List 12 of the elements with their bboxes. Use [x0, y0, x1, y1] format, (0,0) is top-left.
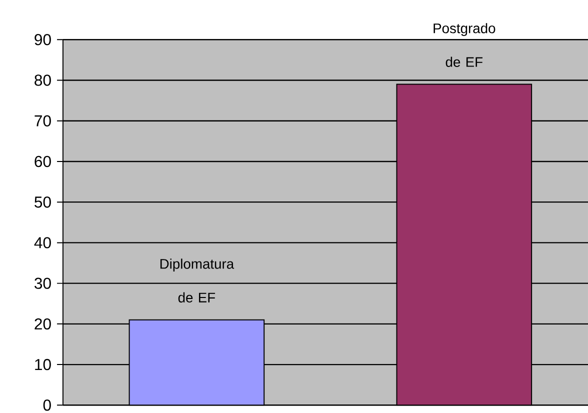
y-tick-label: 10 — [35, 358, 51, 370]
y-tick-label: 20 — [34, 318, 51, 330]
y-tick-label: 0 — [43, 400, 51, 411]
y-tick-label: 40 — [34, 237, 51, 248]
y-tick-label: 90 — [34, 34, 51, 46]
y-tick-label: 80 — [34, 74, 51, 86]
category-label: Diplomatura de EF — [160, 258, 234, 302]
y-tick-label: 50 — [34, 196, 51, 208]
y-tick-label: 70 — [34, 115, 51, 126]
y-tick-label: 30 — [34, 278, 51, 289]
category-label: Postgrado de EF — [434, 23, 496, 67]
y-tick-label: 60 — [34, 156, 51, 168]
